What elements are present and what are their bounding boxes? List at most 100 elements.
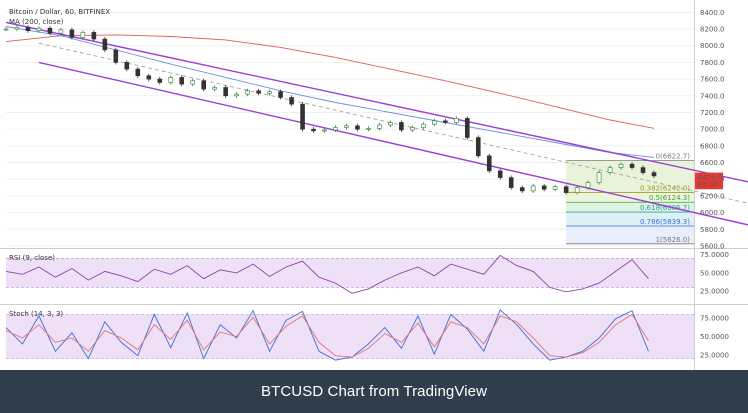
candle-body [333, 127, 338, 131]
candle-body [14, 27, 20, 30]
osc-y-tick-label: 75.0000 [700, 251, 729, 259]
overbought-oversold-band [6, 258, 694, 288]
ma-red-line [5, 34, 655, 129]
fib-level-label: 0(6622.7) [656, 153, 691, 161]
btcusd-chart: 8400.0 8200.0 8000.0 7800.0 7600.0 7400.0 7200… [0, 0, 748, 370]
channel-upper-line [5, 21, 748, 183]
candle-body [552, 186, 558, 190]
candle-body [541, 185, 547, 190]
candle-body [201, 80, 206, 90]
candle-body [618, 163, 624, 168]
candle-body [377, 124, 382, 129]
candle-body [443, 120, 448, 123]
price-tag-label: 6420.0 [698, 174, 723, 182]
candle-body [497, 170, 503, 178]
y-tick-label: 6600.0 [700, 159, 725, 167]
candle-body [47, 27, 53, 34]
osc-title: Stoch (14, 3, 3) [9, 310, 63, 318]
y-tick-label: 8000.0 [700, 42, 725, 50]
ma-legend: MA (200, close) [9, 18, 64, 26]
chart-caption: BTCUSD Chart from TradingView [260, 383, 488, 400]
candle-body [300, 103, 305, 130]
candle-body [179, 77, 185, 85]
fib-zone [566, 226, 694, 244]
candle-body [102, 38, 108, 51]
osc-y-tick-label: 25.0000 [700, 288, 729, 296]
candle-body [519, 187, 525, 192]
candle-body [530, 185, 536, 192]
candle-body [256, 90, 261, 94]
candle-body [157, 78, 163, 83]
y-tick-label: 6800.0 [700, 142, 725, 150]
candle-body [245, 90, 250, 95]
y-tick-label: 6200.0 [700, 192, 725, 200]
overbought-oversold-band [6, 314, 694, 359]
y-tick-label: 7400.0 [700, 92, 725, 100]
candle-body [464, 118, 470, 138]
candle-body [640, 167, 646, 173]
candle-body [432, 120, 437, 125]
y-tick-label: 7800.0 [700, 59, 725, 67]
y-tick-label: 5800.0 [700, 226, 725, 234]
candle-body [410, 127, 415, 131]
fib-level-label: 0.382(6242.0) [640, 184, 690, 192]
price-tag [695, 179, 723, 190]
osc-series-line [5, 309, 649, 361]
osc-y-tick-label: 50.0000 [700, 269, 729, 277]
candle-body [344, 125, 349, 128]
osc-y-tick-label: 75.0000 [700, 315, 729, 323]
candle-body [289, 97, 294, 105]
price-tag [695, 172, 723, 183]
candle-body [234, 93, 239, 97]
candle-body [135, 68, 141, 77]
candle-body [454, 118, 459, 123]
candle-body [190, 80, 196, 85]
candle-body [322, 129, 327, 132]
candle-body [58, 29, 64, 34]
candle-body [124, 62, 130, 70]
candle-body [223, 87, 228, 97]
candle-body [146, 75, 152, 80]
osc-y-tick-label: 50.0000 [700, 333, 729, 341]
candle-body [651, 172, 657, 177]
candle-body [311, 128, 316, 132]
candle-body [486, 155, 492, 172]
candle-body [80, 32, 86, 38]
fib-zone [566, 212, 694, 227]
candle-body [563, 186, 569, 193]
fib-level-label: 0.786(5839.3) [640, 218, 690, 226]
candle-body [69, 29, 75, 38]
y-tick-label: 8200.0 [700, 26, 725, 34]
candle-body [3, 28, 9, 31]
candle-body [278, 91, 283, 98]
candle-body [508, 177, 514, 188]
y-tick-label: 7200.0 [700, 109, 725, 117]
candle-body [574, 187, 580, 193]
candle-body [168, 77, 174, 83]
fib-level-label: 0.5(6124.3) [649, 194, 690, 202]
y-tick-label: 8400.0 [700, 9, 725, 17]
candle-body [25, 27, 31, 32]
candle-body [607, 167, 613, 173]
osc-title: RSI (9, close) [9, 254, 55, 262]
candle-body [113, 49, 119, 63]
channel-lower-line [38, 61, 748, 226]
fib-level-label: 0.618(6006.7) [640, 204, 690, 212]
candle-body [91, 32, 97, 40]
osc-y-tick-label: 25.0000 [700, 351, 729, 359]
candle-body [585, 182, 591, 188]
y-tick-label: 7600.0 [700, 76, 725, 84]
y-tick-label: 6000.0 [700, 209, 725, 217]
price-tag-label: 05:30 [698, 181, 718, 189]
osc-series-line [5, 313, 649, 358]
candle-body [399, 122, 404, 131]
candle-body [421, 123, 426, 128]
candle-body [267, 91, 272, 94]
candle-body [355, 125, 360, 130]
fib-zone [566, 202, 694, 213]
candle-body [629, 163, 635, 168]
candle-body [212, 87, 217, 90]
candle-body [475, 137, 481, 157]
candle-body [36, 27, 42, 32]
y-tick-label: 7000.0 [700, 126, 725, 134]
